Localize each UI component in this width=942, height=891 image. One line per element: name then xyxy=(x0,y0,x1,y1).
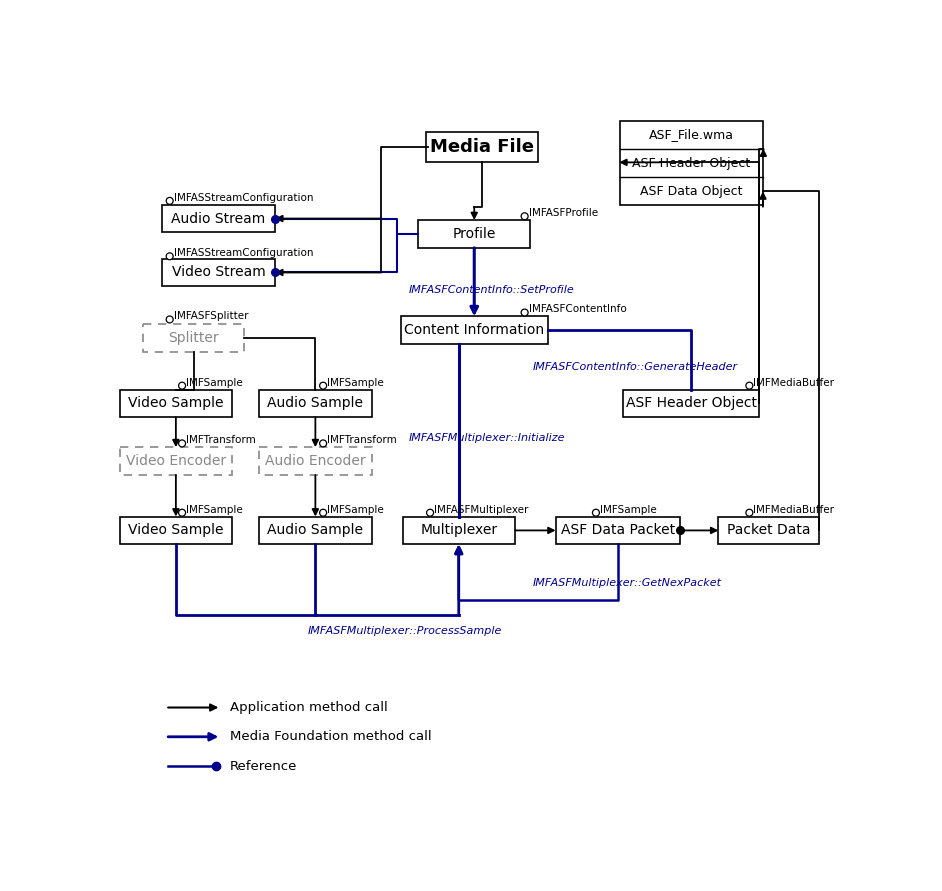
Text: Profile: Profile xyxy=(452,227,495,241)
Text: Video Sample: Video Sample xyxy=(128,396,223,411)
Text: ASF Header Object: ASF Header Object xyxy=(632,157,751,169)
Circle shape xyxy=(319,510,327,516)
Bar xyxy=(556,517,679,544)
Text: Video Stream: Video Stream xyxy=(171,266,266,280)
Text: IMFSample: IMFSample xyxy=(186,378,243,388)
Circle shape xyxy=(179,382,186,389)
Text: IMFASFMultiplexer::GetNexPacket: IMFASFMultiplexer::GetNexPacket xyxy=(532,577,722,588)
Text: IMFASFContentInfo: IMFASFContentInfo xyxy=(528,305,626,315)
Circle shape xyxy=(593,510,599,516)
Bar xyxy=(143,324,244,352)
Text: IMFASFMultiplexer::ProcessSample: IMFASFMultiplexer::ProcessSample xyxy=(308,625,502,635)
Text: Media Foundation method call: Media Foundation method call xyxy=(230,731,431,743)
Text: Multiplexer: Multiplexer xyxy=(420,523,497,537)
Bar xyxy=(162,205,275,233)
Bar xyxy=(624,389,759,417)
Bar xyxy=(259,389,371,417)
Bar xyxy=(620,121,763,206)
Circle shape xyxy=(521,213,528,220)
Text: IMFASFMultiplexer: IMFASFMultiplexer xyxy=(434,504,528,515)
Text: ASF Header Object: ASF Header Object xyxy=(625,396,756,411)
Bar xyxy=(259,447,371,475)
Circle shape xyxy=(521,309,528,316)
Text: ASF_File.wma: ASF_File.wma xyxy=(649,128,734,142)
Bar xyxy=(418,220,530,248)
Text: Audio Stream: Audio Stream xyxy=(171,211,266,225)
Text: Application method call: Application method call xyxy=(230,701,388,714)
Text: Audio Encoder: Audio Encoder xyxy=(265,454,365,468)
Circle shape xyxy=(319,440,327,447)
Circle shape xyxy=(166,316,173,323)
Text: IMFMediaBuffer: IMFMediaBuffer xyxy=(754,378,835,388)
Text: ASF Data Object: ASF Data Object xyxy=(640,184,742,198)
Text: Video Encoder: Video Encoder xyxy=(126,454,226,468)
Text: Content Information: Content Information xyxy=(404,323,544,337)
Bar xyxy=(402,517,515,544)
Bar xyxy=(426,132,538,162)
Text: Splitter: Splitter xyxy=(169,331,219,345)
Text: IMFTransform: IMFTransform xyxy=(186,436,255,446)
Text: Audio Sample: Audio Sample xyxy=(268,396,364,411)
Text: Video Sample: Video Sample xyxy=(128,523,223,537)
Bar xyxy=(120,517,232,544)
Text: IMFASStreamConfiguration: IMFASStreamConfiguration xyxy=(173,192,313,203)
Text: IMFSample: IMFSample xyxy=(600,504,657,515)
Text: IMFMediaBuffer: IMFMediaBuffer xyxy=(754,504,835,515)
Text: Audio Sample: Audio Sample xyxy=(268,523,364,537)
Circle shape xyxy=(746,382,753,389)
Bar xyxy=(120,447,232,475)
Circle shape xyxy=(179,510,186,516)
Text: Media File: Media File xyxy=(430,138,534,156)
Circle shape xyxy=(427,510,433,516)
Text: Packet Data: Packet Data xyxy=(727,523,810,537)
Bar xyxy=(719,517,820,544)
Text: IMFASFProfile: IMFASFProfile xyxy=(528,208,597,218)
Text: IMFSample: IMFSample xyxy=(327,504,383,515)
Text: IMFASFSplitter: IMFASFSplitter xyxy=(173,311,248,322)
Text: Reference: Reference xyxy=(230,759,298,772)
Text: IMFASFMultiplexer::Initialize: IMFASFMultiplexer::Initialize xyxy=(409,433,565,443)
Circle shape xyxy=(179,440,186,447)
Text: IMFTransform: IMFTransform xyxy=(327,436,397,446)
Circle shape xyxy=(166,253,173,260)
Bar xyxy=(120,389,232,417)
Circle shape xyxy=(746,510,753,516)
Bar xyxy=(162,258,275,286)
Text: IMFASFContentInfo::GenerateHeader: IMFASFContentInfo::GenerateHeader xyxy=(532,362,738,372)
Text: IMFASFContentInfo::SetProfile: IMFASFContentInfo::SetProfile xyxy=(409,285,574,295)
Bar xyxy=(400,316,548,344)
Circle shape xyxy=(166,198,173,204)
Text: IMFSample: IMFSample xyxy=(186,504,243,515)
Bar xyxy=(259,517,371,544)
Text: IMFSample: IMFSample xyxy=(327,378,383,388)
Circle shape xyxy=(319,382,327,389)
Text: ASF Data Packet: ASF Data Packet xyxy=(560,523,674,537)
Text: IMFASStreamConfiguration: IMFASStreamConfiguration xyxy=(173,249,313,258)
